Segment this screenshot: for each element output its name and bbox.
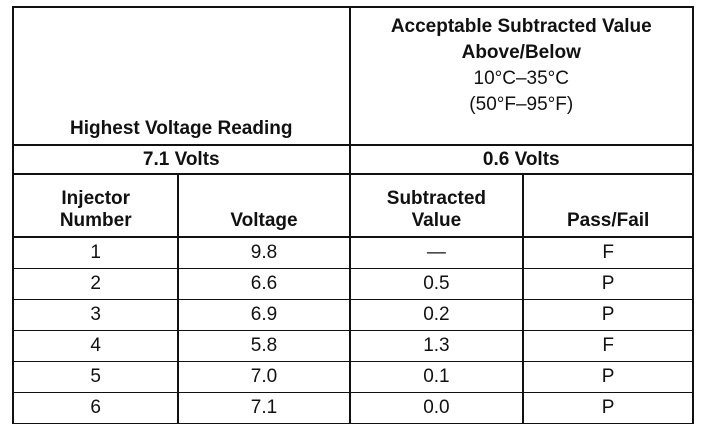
cell: 0.1 [348, 361, 525, 393]
acceptable-value: 0.6 Volts [348, 144, 694, 175]
cell: 7.0 [177, 361, 351, 393]
temp-c: 10°C–35°C [473, 68, 569, 89]
injector-table: Highest Voltage Reading Acceptable Subtr… [11, 6, 694, 424]
cell: 0.2 [348, 299, 525, 331]
cell: 6.6 [177, 268, 351, 300]
cell: — [348, 236, 525, 269]
cell: P [522, 392, 694, 424]
cell: 9.8 [177, 236, 351, 269]
cell: 6 [11, 392, 180, 424]
cell: 0.5 [348, 268, 525, 300]
cell: 3 [11, 299, 180, 331]
column-label: Injector Number [59, 188, 132, 231]
column-header: Subtracted Value [348, 173, 525, 238]
column-label: Pass/Fail [566, 210, 650, 231]
cell: 5.8 [177, 330, 351, 362]
data-row: 5 7.0 0.1 P [11, 361, 694, 393]
temp-f: (50°F–95°F) [469, 94, 574, 115]
cell: F [522, 330, 694, 362]
data-row: 3 6.9 0.2 P [11, 299, 694, 331]
cell: P [522, 268, 694, 300]
header-cell: Acceptable Subtracted Value Above/Below … [348, 6, 694, 146]
column-header: Voltage [177, 173, 351, 238]
cell: F [522, 236, 694, 269]
data-row: 6 7.1 0.0 P [11, 392, 694, 424]
column-label: Subtracted Value [386, 188, 487, 231]
column-label: Voltage [230, 210, 298, 231]
data-row: 4 5.8 1.3 F [11, 330, 694, 362]
highest-value: 7.1 Volts [12, 144, 351, 175]
cell: 0.0 [348, 392, 525, 424]
data-row: 2 6.6 0.5 P [11, 268, 694, 300]
cell: 7.1 [177, 392, 351, 424]
acceptable-label: Acceptable Subtracted Value Above/Below [390, 16, 652, 63]
cell: P [522, 299, 694, 331]
header-cell: Highest Voltage Reading [12, 6, 351, 146]
highest-label: Highest Voltage Reading [70, 118, 293, 139]
cell: 2 [11, 268, 180, 300]
cell: 5 [11, 361, 180, 393]
column-header: Pass/Fail [522, 173, 694, 238]
cell: 6.9 [177, 299, 351, 331]
cell: P [522, 361, 694, 393]
cell: 4 [11, 330, 180, 362]
data-row: 1 9.8— F [11, 236, 694, 269]
cell: 1 [11, 236, 180, 269]
column-header: Injector Number [11, 173, 180, 238]
cell: 1.3 [348, 330, 525, 362]
